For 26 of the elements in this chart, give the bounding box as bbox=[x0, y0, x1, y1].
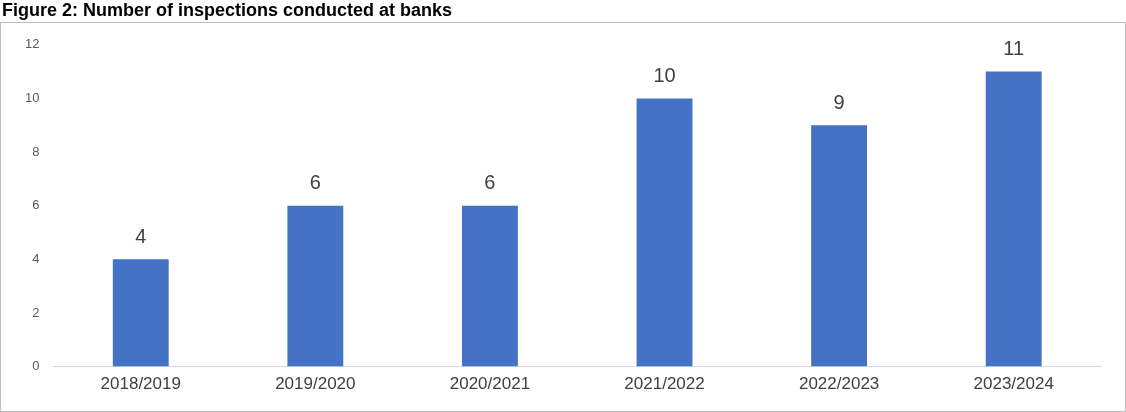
y-tick-label: 10 bbox=[24, 90, 40, 106]
bar bbox=[636, 98, 693, 367]
bar bbox=[287, 205, 344, 367]
y-tick-label: 6 bbox=[32, 197, 40, 213]
x-tick-label: 2018/2019 bbox=[100, 374, 181, 394]
y-tick-label: 4 bbox=[32, 250, 40, 266]
x-tick-label: 2021/2022 bbox=[624, 374, 705, 394]
x-tick-label: 2022/2023 bbox=[798, 374, 880, 394]
chart-title: Figure 2: Number of inspections conducted at banks bbox=[1, 0, 454, 22]
bar bbox=[985, 71, 1042, 367]
data-label: 6 bbox=[309, 171, 321, 194]
bar bbox=[112, 259, 169, 367]
data-label: 4 bbox=[135, 224, 147, 247]
x-tick-label: 2019/2020 bbox=[275, 374, 356, 394]
y-tick-label: 8 bbox=[32, 143, 40, 159]
y-tick-label: 0 bbox=[32, 358, 40, 374]
data-label: 6 bbox=[484, 171, 496, 194]
bar bbox=[462, 205, 518, 367]
data-label: 11 bbox=[1003, 37, 1025, 60]
data-label: 10 bbox=[653, 63, 676, 86]
y-tick-label: 12 bbox=[24, 36, 40, 52]
y-tick-label: 2 bbox=[32, 304, 40, 320]
bar bbox=[811, 125, 868, 367]
x-tick-label: 2023/2024 bbox=[973, 374, 1054, 394]
data-label: 9 bbox=[833, 90, 845, 113]
x-tick-label: 2020/2021 bbox=[449, 374, 531, 394]
